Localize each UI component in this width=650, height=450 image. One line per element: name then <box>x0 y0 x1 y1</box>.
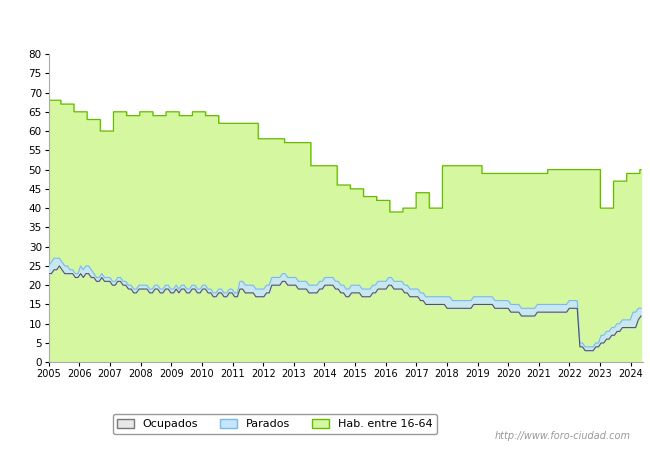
Text: http://www.foro-ciudad.com: http://www.foro-ciudad.com <box>495 431 630 441</box>
Legend: Ocupados, Parados, Hab. entre 16-64: Ocupados, Parados, Hab. entre 16-64 <box>112 414 437 434</box>
Text: Tribaldos - Evolucion de la poblacion en edad de Trabajar Mayo de 2024: Tribaldos - Evolucion de la poblacion en… <box>85 17 565 30</box>
